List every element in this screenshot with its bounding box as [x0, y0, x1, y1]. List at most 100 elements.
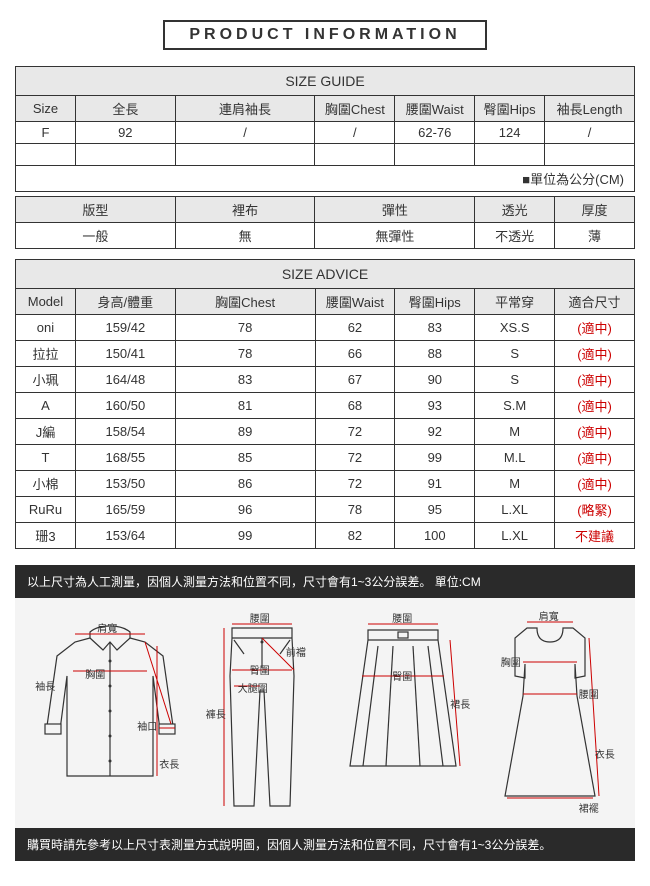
- cell: 91: [395, 471, 475, 497]
- col-usual: 平常穿: [475, 289, 555, 315]
- label-waist: 腰圍: [579, 686, 599, 701]
- cell: 小珮: [16, 367, 76, 393]
- col-lining: 裡布: [175, 197, 315, 223]
- size-advice-header-row: SIZE ADVICE: [16, 260, 635, 289]
- cell: (略緊): [555, 497, 635, 523]
- cell: 72: [315, 445, 395, 471]
- cell: 81: [175, 393, 315, 419]
- label-hem: 裙襬: [579, 800, 599, 815]
- label-shoulder: 肩寬: [97, 620, 117, 635]
- cell: S.M: [475, 393, 555, 419]
- measurement-diagram-panel: 肩寬 胸圍 袖長 袖口 衣長: [15, 598, 635, 828]
- notice-top: 以上尺寸為人工測量，因個人測量方法和位置不同，尺寸會有1~3公分誤差。 單位:C…: [15, 565, 635, 598]
- cell: 160/50: [75, 393, 175, 419]
- properties-row: 一般 無 無彈性 不透光 薄: [16, 223, 635, 249]
- cell: 67: [315, 367, 395, 393]
- cell: 89: [175, 419, 315, 445]
- cell: 78: [315, 497, 395, 523]
- label-length: 衣長: [595, 746, 615, 761]
- label-chest: 胸圍: [85, 666, 105, 681]
- skirt-diagram: 腰圍 臀圍 裙長: [338, 616, 468, 786]
- cell: 72: [315, 419, 395, 445]
- size-advice-columns: Model 身高/體重 胸圍Chest 腰圍Waist 臀圍Hips 平常穿 適…: [16, 289, 635, 315]
- size-advice-body: oni159/42786283XS.S(適中)拉拉150/41786688S(適…: [16, 315, 635, 549]
- table-row: 拉拉150/41786688S(適中): [16, 341, 635, 367]
- label-cuff: 袖口: [137, 718, 157, 733]
- size-guide-header: SIZE GUIDE: [16, 67, 635, 96]
- col-length: 全長: [75, 96, 175, 122]
- label-hip: 臀圍: [392, 668, 412, 683]
- col-sleeve: 袖長Length: [545, 96, 635, 122]
- cell: 99: [395, 445, 475, 471]
- cell: 68: [315, 393, 395, 419]
- cell: RuRu: [16, 497, 76, 523]
- label-shoulder: 肩寬: [539, 608, 559, 623]
- col-fit: 版型: [16, 197, 176, 223]
- cell: 珊3: [16, 523, 76, 549]
- cell: XS.S: [475, 315, 555, 341]
- cell: F: [16, 122, 76, 144]
- cell: 164/48: [75, 367, 175, 393]
- cell: 99: [175, 523, 315, 549]
- table-row: 珊3153/649982100L.XL不建議: [16, 523, 635, 549]
- cell: 78: [175, 341, 315, 367]
- cell: 小棉: [16, 471, 76, 497]
- cell: 100: [395, 523, 475, 549]
- cell: 無: [175, 223, 315, 249]
- cell: S: [475, 341, 555, 367]
- size-advice-header: SIZE ADVICE: [16, 260, 635, 289]
- notice-bottom: 購買時請先參考以上尺寸表測量方式說明圖，因個人測量方法和位置不同，尺寸會有1~3…: [15, 828, 635, 861]
- col-thickness: 厚度: [555, 197, 635, 223]
- cell: 薄: [555, 223, 635, 249]
- cell: 不建議: [555, 523, 635, 549]
- col-hips: 臀圍Hips: [395, 289, 475, 315]
- shirt-diagram: 肩寬 胸圍 袖長 袖口 衣長: [35, 616, 185, 796]
- cell: 78: [175, 315, 315, 341]
- dress-diagram: 肩寬 胸圍 腰圍 衣長 裙襬: [485, 616, 615, 816]
- cell: 95: [395, 497, 475, 523]
- table-row: A160/50816893S.M(適中): [16, 393, 635, 419]
- cell: T: [16, 445, 76, 471]
- cell: (適中): [555, 471, 635, 497]
- cell: 96: [175, 497, 315, 523]
- label-skirt-length: 裙長: [450, 696, 470, 711]
- size-guide-row: F 92 / / 62-76 124 /: [16, 122, 635, 144]
- cell: 88: [395, 341, 475, 367]
- cell: (適中): [555, 341, 635, 367]
- size-advice-table: SIZE ADVICE Model 身高/體重 胸圍Chest 腰圍Waist …: [15, 259, 635, 549]
- cell: 92: [395, 419, 475, 445]
- cell: 165/59: [75, 497, 175, 523]
- cell: 不透光: [475, 223, 555, 249]
- cell: 83: [395, 315, 475, 341]
- label-hip: 臀圍: [250, 662, 270, 677]
- cell: 93: [395, 393, 475, 419]
- cell: 153/64: [75, 523, 175, 549]
- label-length: 衣長: [159, 756, 179, 771]
- cell: J編: [16, 419, 76, 445]
- col-waist: 腰圍Waist: [315, 289, 395, 315]
- pants-diagram: 腰圍 前襠 臀圍 大腿圍 褲長: [202, 616, 322, 816]
- cell: 124: [475, 122, 545, 144]
- cell: 拉拉: [16, 341, 76, 367]
- cell: L.XL: [475, 497, 555, 523]
- table-row: J編158/54897292M(適中): [16, 419, 635, 445]
- cell: 83: [175, 367, 315, 393]
- unit-note: ■單位為公分(CM): [16, 166, 635, 192]
- col-stretch: 彈性: [315, 197, 475, 223]
- cell: 168/55: [75, 445, 175, 471]
- label-chest: 胸圍: [501, 654, 521, 669]
- label-waist: 腰圍: [250, 610, 270, 625]
- col-raglan: 連肩袖長: [175, 96, 315, 122]
- table-row: 小棉153/50867291M(適中): [16, 471, 635, 497]
- size-guide-table: SIZE GUIDE Size 全長 連肩袖長 胸圍Chest 腰圍Waist …: [15, 66, 635, 192]
- col-fit: 適合尺寸: [555, 289, 635, 315]
- cell: 159/42: [75, 315, 175, 341]
- size-guide-columns: Size 全長 連肩袖長 胸圍Chest 腰圍Waist 臀圍Hips 袖長Le…: [16, 96, 635, 122]
- cell: (適中): [555, 445, 635, 471]
- cell: 153/50: [75, 471, 175, 497]
- col-waist: 腰圍Waist: [395, 96, 475, 122]
- cell: /: [175, 122, 315, 144]
- cell: (適中): [555, 367, 635, 393]
- title-row: PRODUCT INFORMATION: [0, 0, 650, 66]
- cell: 86: [175, 471, 315, 497]
